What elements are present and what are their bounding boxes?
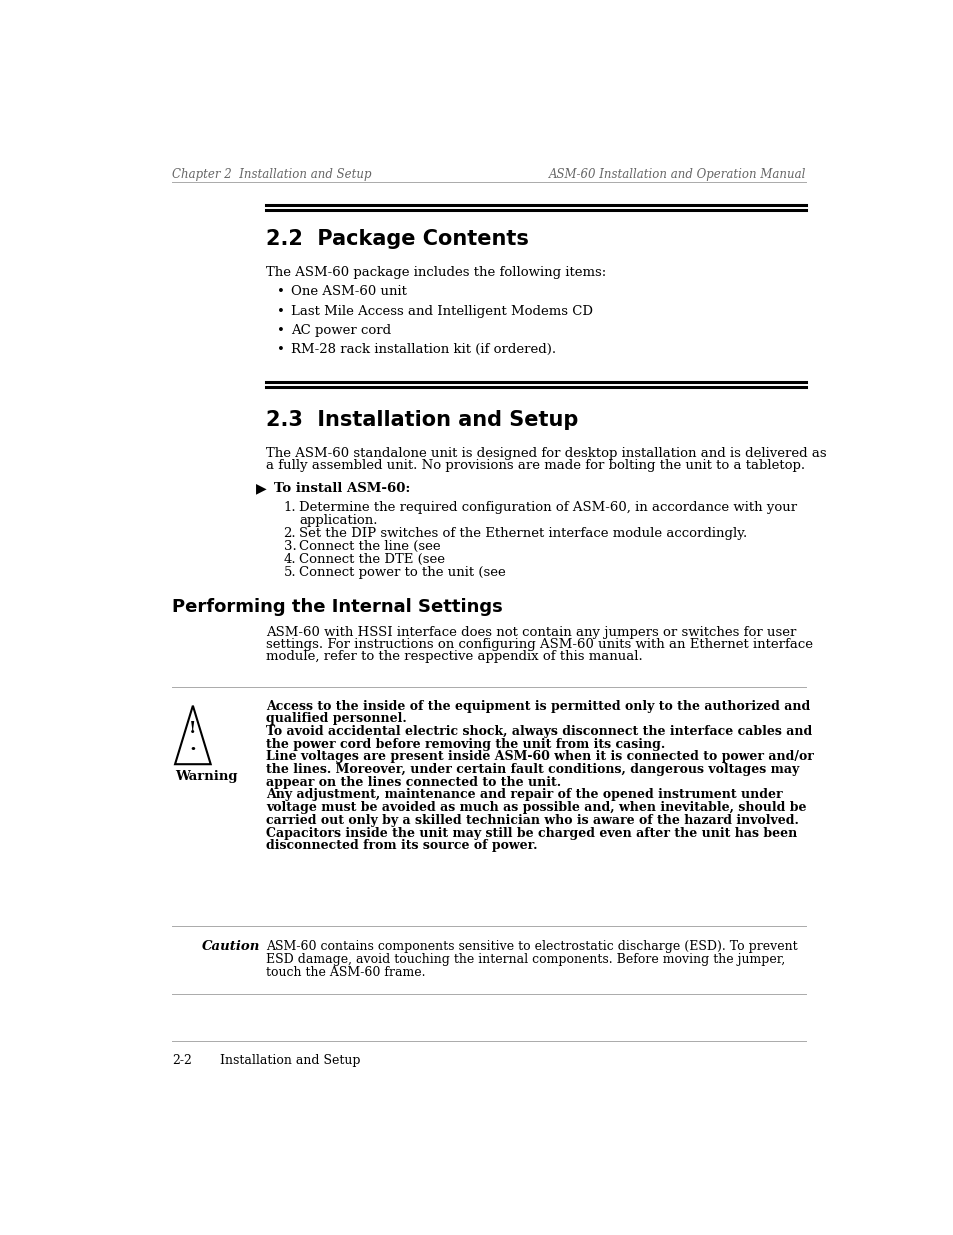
Text: application.: application. [298,514,377,527]
Text: Determine the required configuration of ASM-60, in accordance with your: Determine the required configuration of … [298,501,797,514]
Text: ASM-60 contains components sensitive to electrostatic discharge (ESD). To preven: ASM-60 contains components sensitive to … [266,940,798,952]
Text: To install ASM-60:: To install ASM-60: [274,482,410,494]
Text: Connect the line (see: Connect the line (see [298,540,444,553]
Text: ▶: ▶ [255,482,266,495]
Text: qualified personnel.: qualified personnel. [266,713,407,725]
Text: Set the DIP switches of the Ethernet interface module accordingly.: Set the DIP switches of the Ethernet int… [298,527,746,540]
Text: carried out only by a skilled technician who is aware of the hazard involved.: carried out only by a skilled technician… [266,814,799,827]
Text: •: • [276,285,284,299]
Text: Connect power to the unit (see: Connect power to the unit (see [298,567,510,579]
Text: settings. For instructions on configuring ASM-60 units with an Ethernet interfac: settings. For instructions on configurin… [266,638,813,651]
Text: Installation and Setup: Installation and Setup [220,1055,360,1067]
Text: •: • [276,305,284,317]
Text: the power cord before removing the unit from its casing.: the power cord before removing the unit … [266,737,665,751]
Text: Warning: Warning [174,771,237,783]
Text: 2-2: 2-2 [172,1055,192,1067]
Text: AC power cord: AC power cord [291,324,391,337]
Text: ·: · [190,741,196,760]
Text: Connect the DTE (see: Connect the DTE (see [298,553,449,566]
Text: Performing the Internal Settings: Performing the Internal Settings [172,598,502,616]
Text: 5.: 5. [283,567,295,579]
Text: a fully assembled unit. No provisions are made for bolting the unit to a tableto: a fully assembled unit. No provisions ar… [266,459,804,472]
Text: disconnected from its source of power.: disconnected from its source of power. [266,840,537,852]
Text: !: ! [189,720,196,736]
Text: The ASM-60 standalone unit is designed for desktop installation and is delivered: The ASM-60 standalone unit is designed f… [266,447,826,459]
Text: Last Mile Access and Intelligent Modems CD: Last Mile Access and Intelligent Modems … [291,305,593,317]
Text: Caution: Caution [202,940,260,952]
Text: Access to the inside of the equipment is permitted only to the authorized and: Access to the inside of the equipment is… [266,699,810,713]
Text: ASM-60 Installation and Operation Manual: ASM-60 Installation and Operation Manual [548,168,805,180]
Text: •: • [276,324,284,337]
Text: 2.: 2. [283,527,295,540]
Text: 2.2  Package Contents: 2.2 Package Contents [266,228,529,249]
Text: Any adjustment, maintenance and repair of the opened instrument under: Any adjustment, maintenance and repair o… [266,788,782,802]
Text: Capacitors inside the unit may still be charged even after the unit has been: Capacitors inside the unit may still be … [266,826,797,840]
Text: Chapter 2  Installation and Setup: Chapter 2 Installation and Setup [172,168,371,180]
Text: the lines. Moreover, under certain fault conditions, dangerous voltages may: the lines. Moreover, under certain fault… [266,763,799,776]
Text: appear on the lines connected to the unit.: appear on the lines connected to the uni… [266,776,561,789]
Text: ESD damage, avoid touching the internal components. Before moving the jumper,: ESD damage, avoid touching the internal … [266,953,785,966]
Text: 1.: 1. [283,501,295,514]
Text: •: • [276,343,284,356]
Text: module, refer to the respective appendix of this manual.: module, refer to the respective appendix… [266,651,642,663]
Text: 3.: 3. [283,540,296,553]
Text: touch the ASM-60 frame.: touch the ASM-60 frame. [266,966,426,979]
Text: Line voltages are present inside ASM-60 when it is connected to power and/or: Line voltages are present inside ASM-60 … [266,751,814,763]
Text: voltage must be avoided as much as possible and, when inevitable, should be: voltage must be avoided as much as possi… [266,802,806,814]
Text: One ASM-60 unit: One ASM-60 unit [291,285,407,299]
Text: The ASM-60 package includes the following items:: The ASM-60 package includes the followin… [266,266,606,279]
Text: RM-28 rack installation kit (if ordered).: RM-28 rack installation kit (if ordered)… [291,343,556,356]
Text: 2.3  Installation and Setup: 2.3 Installation and Setup [266,410,578,430]
Text: ASM-60 with HSSI interface does not contain any jumpers or switches for user: ASM-60 with HSSI interface does not cont… [266,626,796,638]
Text: To avoid accidental electric shock, always disconnect the interface cables and: To avoid accidental electric shock, alwa… [266,725,812,739]
Text: 4.: 4. [283,553,295,566]
